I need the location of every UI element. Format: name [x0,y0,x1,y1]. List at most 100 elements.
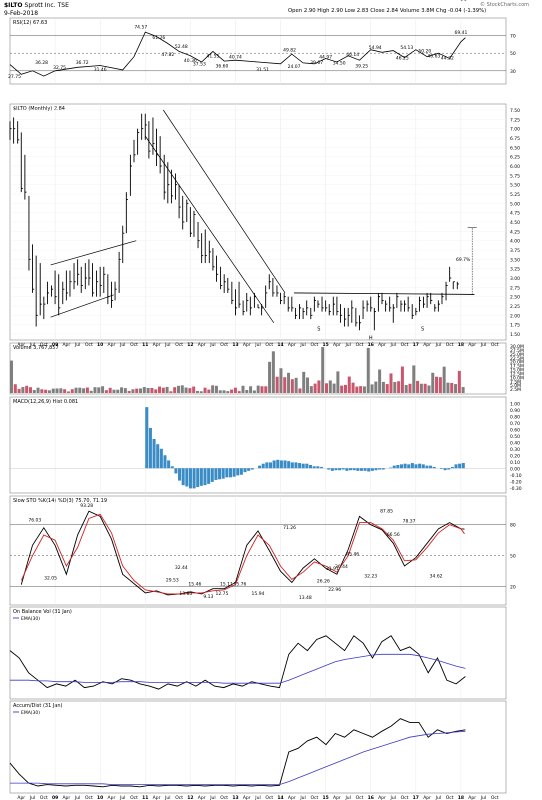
volume-bar [321,347,325,393]
volume-bar [226,391,230,393]
rsi-line [9,31,466,77]
rsi-axis-label: 50 [510,51,516,57]
ema-legend-label: EMA(30) [21,616,40,622]
x-tick-label: Jul [29,795,35,800]
volume-bar [161,387,165,393]
macd-axis-label: 0.30 [510,447,520,453]
x-tick-label: Oct [265,795,273,800]
volume-bar [120,387,124,393]
price-axis-label: 2.75 [510,285,520,291]
macd-hist-bar [429,465,433,469]
volume-bar [233,387,237,393]
price-axis-label: 5.50 [510,183,520,189]
panel-frame [9,342,507,395]
volume-bar [66,391,70,393]
rsi-data-label: 36.72 [76,60,89,66]
macd-hist-bar [443,468,447,471]
x-tick-label: 14 [277,795,283,800]
rsi-data-label: 40.36 [184,58,197,64]
macd-hist-bar [188,468,192,489]
x-tick-label: Oct [310,342,318,348]
x-tick-label: Jul [119,795,125,800]
rsi-data-label: 61.26 [152,35,165,41]
volume-bar [192,386,196,393]
macd-hist-bar [203,468,207,486]
macd-hist-bar [181,468,185,486]
sto-data-label: 22.96 [328,587,341,593]
macd-hist-bar [312,466,316,469]
volume-bar [283,377,287,393]
volume-bar [302,371,306,393]
sto-data-label: 66.56 [387,532,400,538]
x-tick-label: Apr [62,342,70,348]
x-tick-label: Jul [435,795,441,800]
volume-bar [154,389,158,393]
panel-title: Slow STO %K(14) %D(3) 75.70, 71.19 [13,498,107,504]
x-tick-label: Apr [17,795,25,800]
macd-hist-bar [305,463,309,469]
x-tick-label: Jul [254,795,260,800]
volume-bar [203,387,207,393]
sto-axis-label: 50 [510,554,516,560]
x-tick-label: Jul [344,795,350,800]
rsi-data-label: 46.14 [346,52,359,58]
x-tick-label: Apr [288,795,296,800]
macd-hist-bar [330,468,334,471]
rsi-data-label: 24.07 [288,64,301,70]
volume-bar [290,379,294,393]
volume-bar [385,384,389,393]
rsi-data-label: 49.82 [283,47,296,53]
sto-d-line [20,513,465,595]
volume-bar [378,369,382,393]
macd-hist-bar [185,468,189,487]
sto-data-label: 93.28 [80,503,93,509]
x-tick-label: Oct [401,342,409,348]
macd-hist-bar [370,468,374,471]
volume-bar [389,373,393,393]
sto-data-label: 13.48 [299,595,312,601]
macd-hist-bar [272,460,276,469]
macd-hist-bar [425,465,429,469]
volume-bar [10,360,13,393]
rsi-data-label: 37.53 [193,62,206,68]
volume-bar [28,387,32,393]
macd-axis-label: 0.60 [510,427,520,433]
sto-data-label: 15.76 [234,582,247,588]
volume-bar [207,389,211,393]
obv-ema-line [10,653,466,684]
macd-hist-bar [461,462,465,469]
price-axis-label: 4.75 [510,211,520,217]
price-axis-label: 7.50 [510,108,520,114]
x-tick-label: Apr [108,795,116,800]
x-tick-label: Oct [175,795,183,800]
volume-axis-label: 2.5M [510,387,521,393]
macd-hist-bar [454,464,458,469]
volume-bar [256,385,260,393]
volume-bar [461,387,465,393]
macd-hist-bar [239,468,243,475]
macd-hist-bar [225,468,229,478]
volume-bar [374,381,378,393]
macd-hist-bar [279,460,283,469]
volume-bar [32,390,36,393]
x-tick-label: Oct [446,795,454,800]
volume-axis-label: 15.0M [510,368,524,374]
sto-data-label: 15.46 [188,582,201,588]
volume-bar [287,372,291,393]
ad-ema-line [10,730,466,785]
volume-bar [101,386,105,393]
x-tick-label: 13 [232,795,238,800]
x-tick-label: Apr [423,795,431,800]
price-axis-label: 4.00 [510,239,520,245]
volume-bar [408,383,412,393]
rsi-data-label: 54.13 [400,45,413,51]
volume-bar [317,380,321,393]
x-tick-label: Jul [390,795,396,800]
macd-hist-bar [301,463,305,469]
macd-axis-label: 0.40 [510,440,520,446]
rsi-axis-label: 30 [510,69,516,75]
macd-hist-bar [236,468,240,476]
volume-bar [36,387,40,393]
volume-bar [298,388,302,393]
macd-hist-bar [327,468,331,470]
